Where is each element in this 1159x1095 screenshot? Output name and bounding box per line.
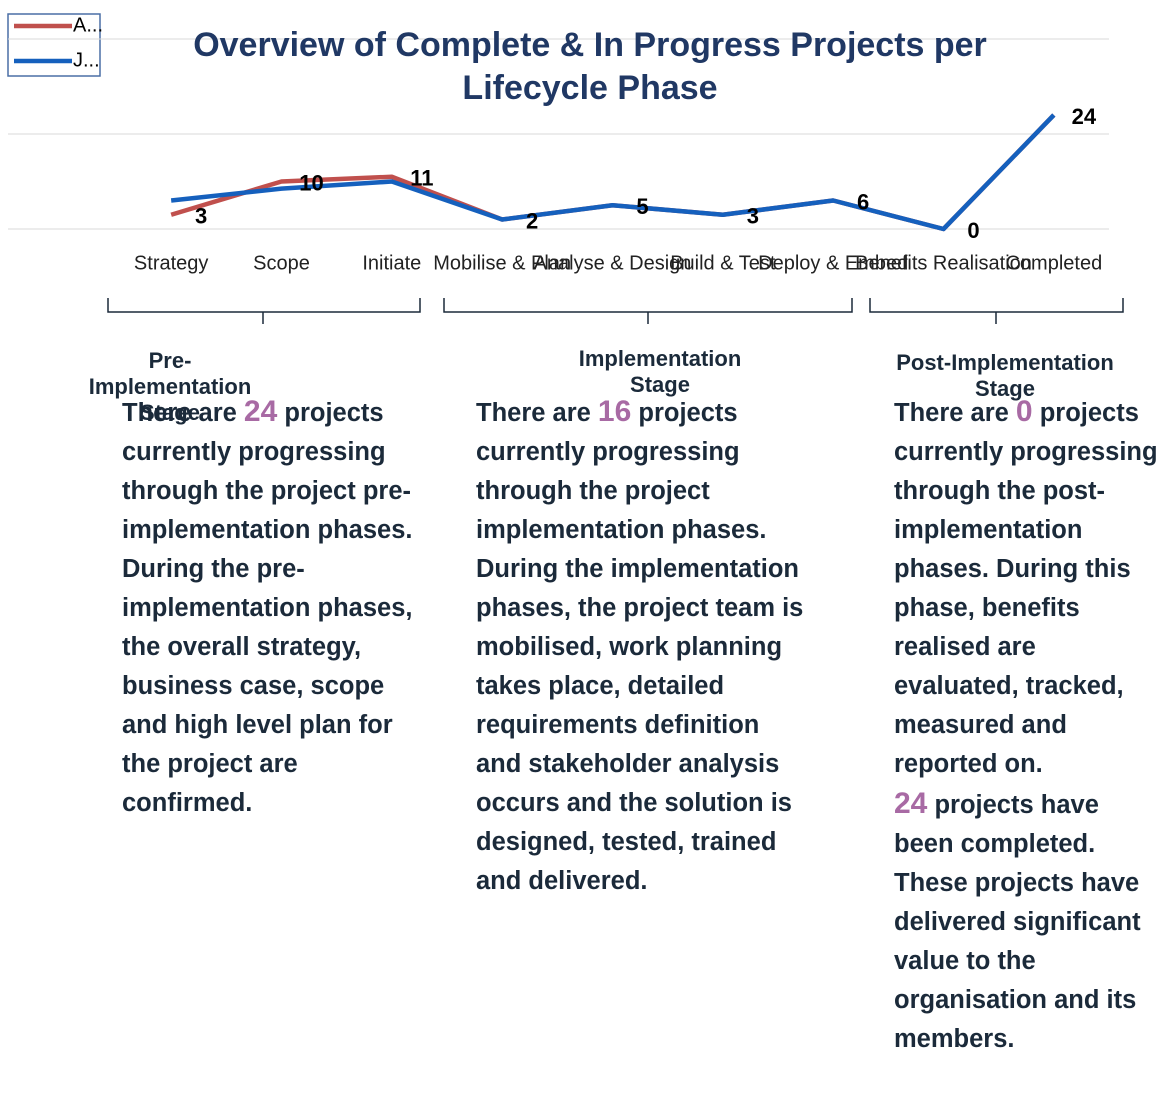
note-text: projects currently progressing through t… <box>894 399 1158 778</box>
x-tick-label: Initiate <box>362 252 421 274</box>
stage-label: Implementation Stage <box>578 346 742 397</box>
note-text: projects currently progressing through t… <box>476 399 767 544</box>
x-tick-label: Analyse & Design <box>534 252 692 274</box>
note-count: 0 <box>1015 395 1033 428</box>
note-count: 24 <box>243 395 278 428</box>
note-count: 24 <box>894 787 928 820</box>
note-text: projects currently progressing through t… <box>122 399 413 544</box>
line <box>170 113 1056 232</box>
data-label: 3 <box>195 204 207 229</box>
x-tick-label: Scope <box>253 252 310 274</box>
note-text: During the implementation phases, the pr… <box>476 555 804 895</box>
chart-title: Overview of Complete & In Progress Proje… <box>193 26 987 107</box>
x-tick-label: Build & Test <box>670 252 776 274</box>
bracket <box>443 298 853 324</box>
stage-label: Post-Implementation Stage <box>896 350 1114 401</box>
bracket <box>107 298 421 324</box>
note: There are 0 projects currently progressi… <box>894 392 1159 1059</box>
bracket <box>869 298 1124 324</box>
legend-box <box>7 13 101 77</box>
x-tick-label: Strategy <box>134 252 208 274</box>
note-text: During the pre-implementation phases, th… <box>122 555 413 817</box>
brackets <box>107 298 1124 324</box>
note-text: There are <box>122 399 237 427</box>
note-count: 16 <box>597 395 632 428</box>
legend-label: J... <box>73 49 100 71</box>
data-label: 5 <box>636 194 648 219</box>
x-tick-label: Completed <box>1005 252 1102 274</box>
note-text: There are <box>476 399 591 427</box>
data-label: 0 <box>967 218 979 243</box>
x-tick-label: Benefits Realisation <box>855 252 1032 274</box>
note: There are 16 projects currently progress… <box>476 392 811 901</box>
data-label: 24 <box>1072 104 1097 129</box>
stage-label: Pre-Implementation Stage <box>88 348 252 425</box>
x-tick-label: Mobilise & Plan <box>433 252 571 274</box>
data-label: 6 <box>857 189 869 214</box>
data-label: 2 <box>526 208 538 233</box>
note-text: There are <box>894 399 1009 427</box>
data-label: 10 <box>299 170 323 195</box>
data-label: 11 <box>410 166 433 191</box>
note: There are 24 projects currently progress… <box>122 392 422 823</box>
x-tick-label: Deploy & Embed <box>758 252 908 274</box>
note-text: projects have been completed. These proj… <box>894 791 1141 1053</box>
data-label: 3 <box>747 204 759 229</box>
legend-label: A... <box>73 14 103 36</box>
